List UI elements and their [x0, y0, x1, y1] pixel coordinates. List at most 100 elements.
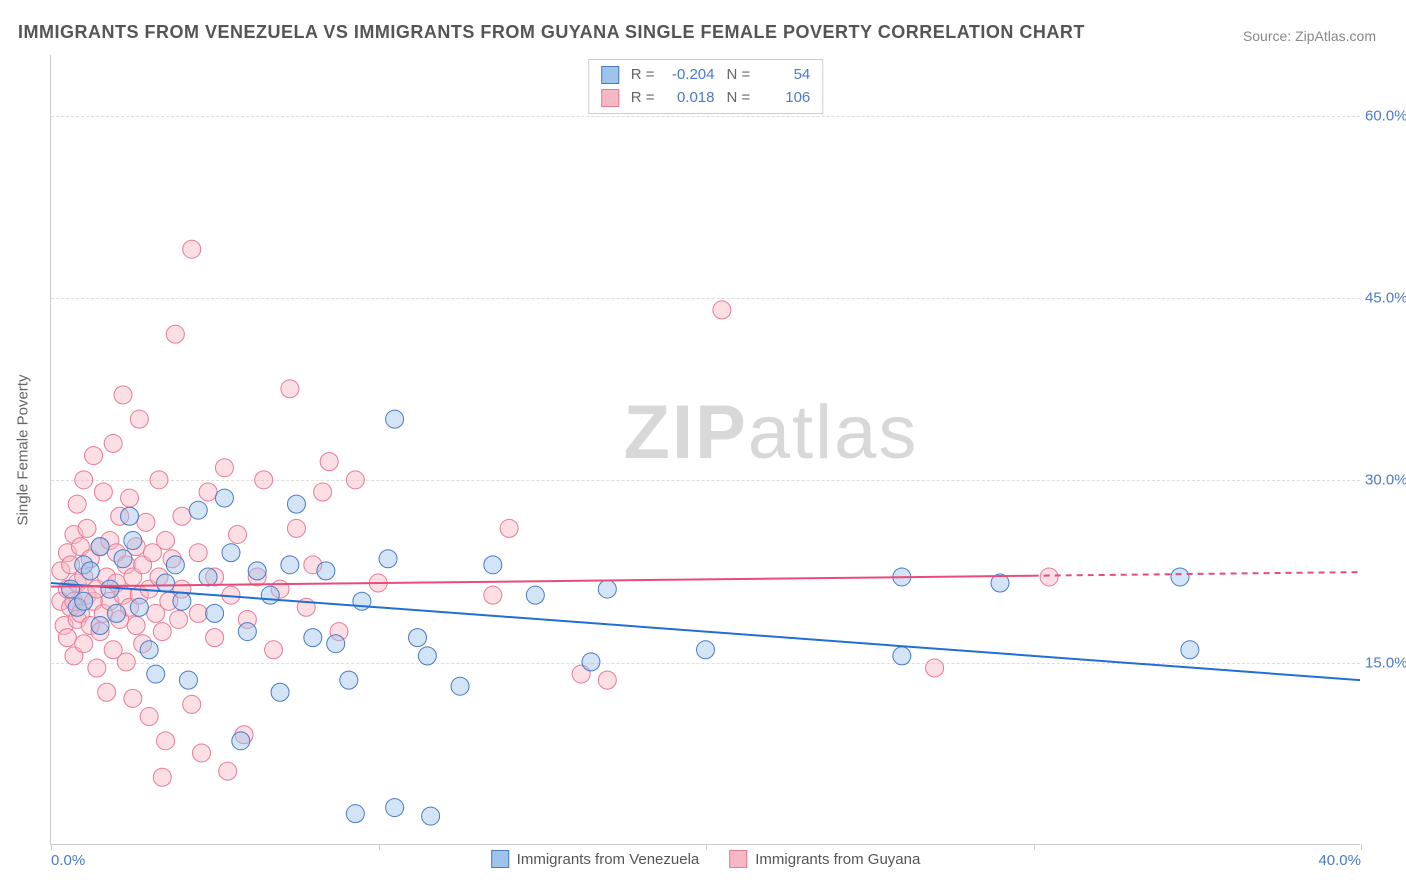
data-point: [130, 598, 148, 616]
data-point: [265, 641, 283, 659]
data-point: [304, 629, 322, 647]
data-point: [121, 489, 139, 507]
data-point: [153, 768, 171, 786]
data-point: [219, 762, 237, 780]
data-point: [248, 562, 266, 580]
data-point: [52, 592, 70, 610]
data-point: [101, 580, 119, 598]
data-point: [484, 556, 502, 574]
x-tick-label: 40.0%: [1318, 852, 1361, 869]
y-tick-label: 15.0%: [1365, 654, 1406, 671]
data-point: [183, 695, 201, 713]
n-label: N =: [727, 87, 751, 110]
data-point: [297, 598, 315, 616]
regression-line-dashed: [1033, 572, 1360, 576]
data-point: [91, 538, 109, 556]
data-point: [127, 538, 145, 556]
data-point: [229, 525, 247, 543]
data-point: [81, 617, 99, 635]
data-point: [179, 671, 197, 689]
data-point: [199, 483, 217, 501]
r-value-guyana: 0.018: [661, 87, 715, 110]
watermark-bold: ZIP: [624, 390, 748, 475]
data-point: [52, 562, 70, 580]
data-point: [222, 544, 240, 562]
x-tick: [51, 844, 52, 850]
data-point: [238, 610, 256, 628]
data-point: [130, 410, 148, 428]
source-attribution: Source: ZipAtlas.com: [1243, 28, 1376, 44]
x-tick: [706, 844, 707, 850]
data-point: [147, 604, 165, 622]
data-point: [124, 568, 142, 586]
data-point: [193, 744, 211, 762]
watermark-rest: atlas: [748, 390, 919, 475]
data-point: [287, 495, 305, 513]
data-point: [379, 550, 397, 568]
data-point: [281, 380, 299, 398]
data-point: [189, 604, 207, 622]
data-point: [386, 799, 404, 817]
data-point: [422, 807, 440, 825]
gridline: [51, 116, 1360, 117]
data-point: [68, 495, 86, 513]
data-point: [281, 556, 299, 574]
data-point: [500, 519, 518, 537]
correlation-chart: IMMIGRANTS FROM VENEZUELA VS IMMIGRANTS …: [0, 0, 1406, 892]
data-point: [117, 556, 135, 574]
x-tick-label: 0.0%: [51, 852, 85, 869]
data-point: [353, 592, 371, 610]
data-point: [189, 544, 207, 562]
y-tick-label: 30.0%: [1365, 472, 1406, 489]
data-point: [261, 586, 279, 604]
data-point: [1181, 641, 1199, 659]
data-point: [85, 592, 103, 610]
data-point: [101, 592, 119, 610]
data-point: [1171, 568, 1189, 586]
data-point: [81, 562, 99, 580]
data-point: [58, 544, 76, 562]
r-value-venezuela: -0.204: [661, 64, 715, 87]
regression-line: [51, 576, 1033, 587]
data-point: [140, 641, 158, 659]
data-point: [206, 604, 224, 622]
data-point: [68, 598, 86, 616]
data-point: [98, 568, 116, 586]
data-point: [88, 659, 106, 677]
regression-line: [51, 583, 1360, 680]
data-point: [320, 453, 338, 471]
n-value-guyana: 106: [756, 87, 810, 110]
data-point: [409, 629, 427, 647]
data-point: [598, 580, 616, 598]
data-point: [98, 683, 116, 701]
data-point: [369, 574, 387, 592]
data-point: [91, 623, 109, 641]
data-point: [65, 592, 83, 610]
data-point: [304, 556, 322, 574]
data-point: [215, 459, 233, 477]
data-point: [287, 519, 305, 537]
data-point: [697, 641, 715, 659]
data-point: [215, 489, 233, 507]
data-point: [88, 580, 106, 598]
data-point: [150, 568, 168, 586]
x-tick: [1361, 844, 1362, 850]
data-point: [107, 544, 125, 562]
data-point: [124, 689, 142, 707]
data-point: [147, 665, 165, 683]
r-label: R =: [631, 87, 655, 110]
data-point: [327, 635, 345, 653]
data-point: [130, 586, 148, 604]
data-point: [713, 301, 731, 319]
data-point: [238, 623, 256, 641]
data-point: [127, 617, 145, 635]
data-point: [111, 507, 129, 525]
data-point: [134, 635, 152, 653]
data-point: [222, 586, 240, 604]
swatch-guyana: [601, 89, 619, 107]
data-point: [140, 708, 158, 726]
data-point: [157, 574, 175, 592]
gridline: [51, 298, 1360, 299]
data-point: [91, 538, 109, 556]
data-point: [248, 568, 266, 586]
